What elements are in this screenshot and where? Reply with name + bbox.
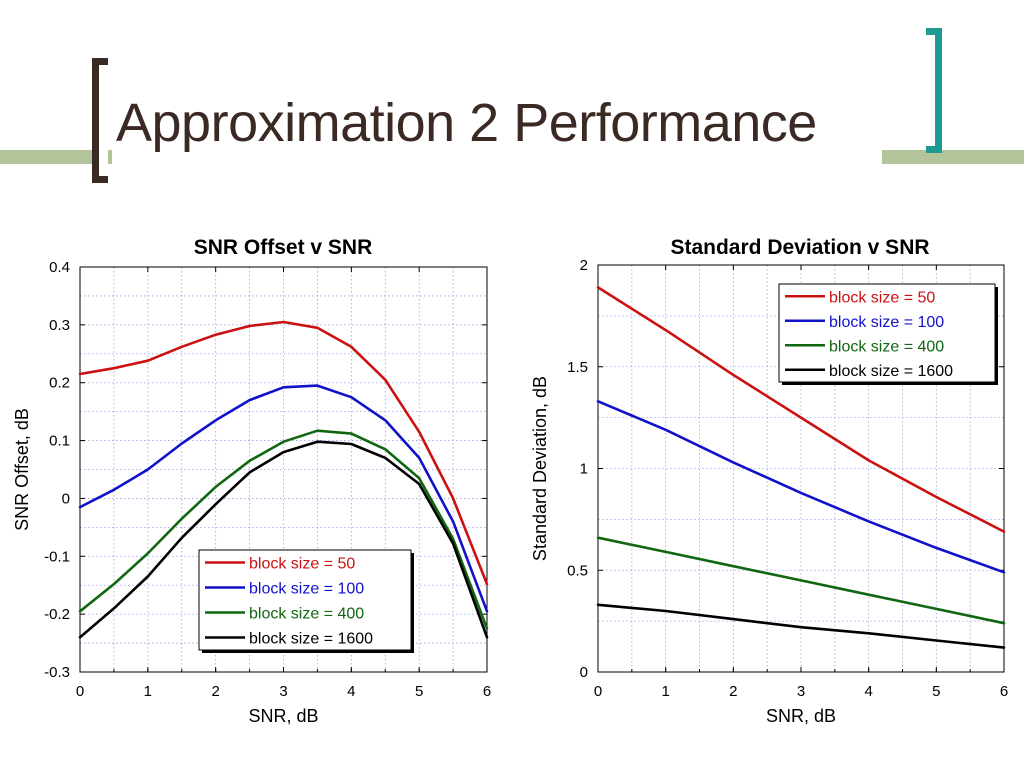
slide-title: Approximation 2 Performance [116, 93, 817, 153]
snr-offset-legend [198, 549, 412, 651]
series-line-2 [78, 384, 489, 613]
y-tick-label: 2 [580, 257, 588, 274]
x-tick-label: 0 [594, 683, 602, 700]
y-tick-label: 1.5 [567, 359, 588, 376]
x-tick-label: 5 [415, 683, 423, 700]
y-tick-label: 0.3 [49, 317, 70, 334]
series-line-1 [78, 320, 489, 586]
x-tick-label: 4 [347, 683, 355, 700]
y-tick-label: 0 [580, 664, 588, 681]
left-bracket-decoration [92, 58, 108, 183]
series-line-3 [596, 536, 1006, 625]
x-tick-label: 1 [661, 683, 669, 700]
title-band-mask [112, 150, 882, 164]
std-dev-title: Standard Deviation v SNR [670, 236, 929, 259]
y-tick-label: 0.5 [567, 562, 588, 579]
legend-label: block size = 400 [829, 338, 944, 355]
snr-offset-y-axis-label: SNR Offset, dB [12, 408, 32, 531]
y-tick-label: 1 [580, 461, 588, 478]
series-line-2 [596, 399, 1006, 574]
series-line-1 [596, 286, 1006, 533]
y-tick-label: -0.3 [44, 664, 70, 681]
std-dev-y-axis-label: Standard Deviation, dB [530, 376, 550, 561]
y-tick-label: 0.1 [49, 433, 70, 450]
x-tick-label: 5 [932, 683, 940, 700]
x-tick-label: 0 [76, 683, 84, 700]
legend-label: block size = 100 [249, 581, 364, 598]
x-tick-label: 1 [144, 683, 152, 700]
y-tick-label: 0.4 [49, 259, 70, 276]
right-bracket-decoration [926, 28, 942, 153]
series-line-4 [596, 603, 1006, 649]
series-line-3 [78, 429, 489, 630]
snr-offset-title: SNR Offset v SNR [194, 236, 373, 259]
legend-label: block size = 50 [249, 556, 355, 573]
std-dev-legend [778, 283, 996, 383]
y-tick-label: -0.1 [44, 548, 70, 565]
y-tick-label: 0.2 [49, 375, 70, 392]
legend-label: block size = 100 [829, 314, 944, 331]
x-tick-label: 2 [211, 683, 219, 700]
std-dev-x-axis-label: SNR, dB [766, 706, 836, 726]
legend-label: block size = 1600 [249, 631, 373, 648]
legend-label: block size = 1600 [829, 363, 953, 380]
series-line-4 [78, 440, 489, 639]
x-tick-label: 4 [864, 683, 872, 700]
legend-label: block size = 50 [829, 289, 935, 306]
x-tick-label: 6 [1000, 683, 1008, 700]
x-tick-label: 6 [483, 683, 491, 700]
legend-label: block size = 400 [249, 606, 364, 623]
snr-offset-x-axis-label: SNR, dB [248, 706, 318, 726]
y-tick-label: -0.2 [44, 606, 70, 623]
x-tick-label: 3 [279, 683, 287, 700]
y-tick-label: 0 [62, 490, 70, 507]
x-tick-label: 3 [797, 683, 805, 700]
x-tick-label: 2 [729, 683, 737, 700]
